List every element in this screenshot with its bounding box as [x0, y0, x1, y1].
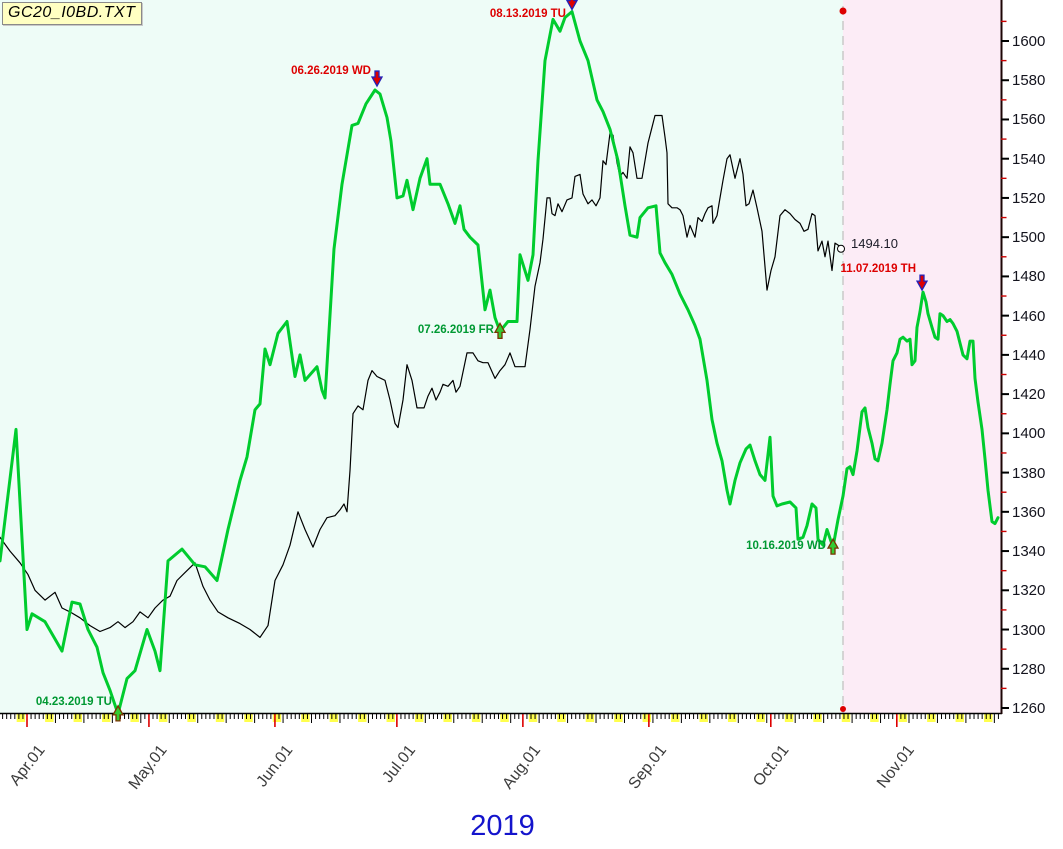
annotation-arrow-low-1016[interactable]: [826, 537, 840, 555]
divider-top-dot: [839, 7, 847, 15]
file-name-label[interactable]: GC20_I0BD.TXT: [2, 2, 143, 25]
price-history-line: [0, 114, 842, 639]
annotation-arrow-low-0726[interactable]: [493, 322, 507, 339]
plot-area[interactable]: [0, 0, 843, 713]
annotation-text-low-0423[interactable]: 04.23.2019 TU: [35, 696, 112, 708]
annotation-arrow-low-0423[interactable]: [111, 704, 125, 722]
annotation-text-high-0626[interactable]: 06.26.2019 WD: [291, 65, 371, 77]
forecast-cycle-line: [0, 10, 1000, 716]
forecast-region[interactable]: [843, 0, 1001, 713]
annotation-arrow-high-0626[interactable]: [370, 70, 384, 88]
annotation-text-high-0813[interactable]: 08.13.2019 TU: [489, 8, 566, 20]
annotation-text-low-1016[interactable]: 10.16.2019 WD: [746, 540, 826, 552]
annotation-text-high-1107[interactable]: 11.07.2019 TH: [840, 263, 916, 275]
annotation-arrow-high-1107[interactable]: [915, 274, 929, 292]
last-price-marker: [837, 244, 845, 253]
annotation-arrow-high-0813[interactable]: [565, 0, 579, 11]
annotation-text-low-0726[interactable]: 07.26.2019 FR: [417, 324, 494, 336]
divider-bottom-dot: [840, 706, 846, 712]
